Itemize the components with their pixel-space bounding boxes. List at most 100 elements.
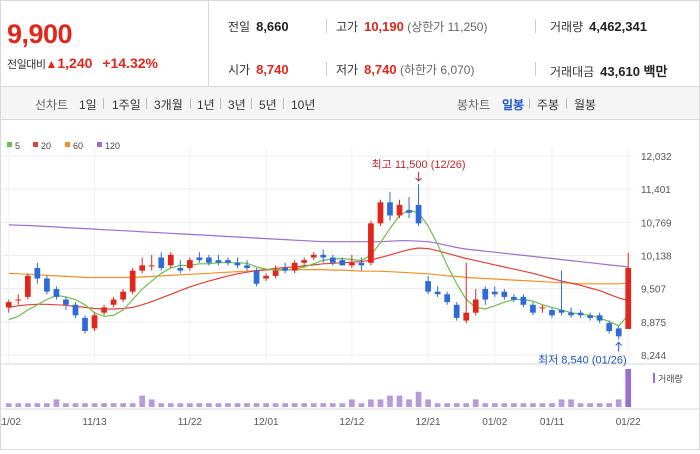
legend-label: 60 — [73, 141, 83, 151]
divider — [326, 62, 327, 76]
stat-label: 거래대금 — [550, 65, 595, 79]
candlestick-chart[interactable]: 12,032 11,401 10,769 10,138 9,507 8,875 8,244 1… — [0, 120, 699, 449]
tab-1w[interactable]: 1주일 — [112, 98, 141, 112]
high-arrow-icon — [415, 177, 422, 182]
stat-value: 8,660 — [256, 19, 289, 34]
candle — [272, 270, 279, 276]
volume-bar — [339, 403, 346, 407]
candle — [387, 202, 393, 216]
x-tick-label: 12/12 — [339, 417, 364, 428]
candle — [615, 328, 622, 337]
volume-bar — [63, 403, 69, 407]
volume-bar — [453, 403, 460, 407]
low-annotation: 최저 8,540 (01/26) — [538, 353, 627, 366]
stat-value: 43,610 백만 — [600, 64, 668, 79]
legend-swatch — [65, 142, 70, 147]
volume-bar — [301, 403, 308, 407]
volume-bar — [463, 403, 470, 407]
y-tick-label: 9,507 — [641, 285, 666, 296]
volume-bar — [101, 403, 107, 407]
candle — [606, 323, 613, 332]
stat-prev-close: 전일 8,660 — [228, 18, 289, 35]
volume-bar — [44, 403, 50, 407]
volume-bar — [167, 403, 174, 407]
candle — [253, 270, 260, 284]
candle — [129, 270, 136, 292]
price-change: 전일대비▲1,240 +14.32% — [7, 55, 158, 72]
tab-weekly[interactable]: 주봉 — [537, 98, 560, 112]
lower-limit: (하한가 6,070) — [399, 63, 475, 77]
tab-5y[interactable]: 5년 — [259, 98, 277, 112]
volume-bar — [530, 403, 536, 407]
candle — [310, 254, 317, 258]
volume-legend-label: 거래량 — [658, 373, 683, 384]
candle — [491, 291, 498, 295]
candle — [15, 299, 22, 301]
volume-bar — [72, 403, 79, 407]
volume-bar — [53, 399, 60, 407]
stats-panel: 전일 8,660 고가 10,190 (상한가 11,250) 거래량 4,462,3… — [210, 1, 699, 86]
divider — [535, 62, 536, 76]
candle — [530, 304, 536, 313]
candle — [520, 296, 527, 305]
y-tick-label: 10,138 — [641, 252, 672, 263]
candle — [301, 260, 308, 263]
volume-bar — [310, 403, 317, 407]
stat-low: 저가 8,740 (하한가 6,070) — [336, 61, 474, 78]
tab-3m[interactable]: 3개월 — [154, 98, 183, 112]
candle — [167, 254, 174, 266]
legend-swatch — [33, 142, 38, 147]
candle — [139, 265, 146, 271]
candle — [329, 257, 336, 263]
divider — [190, 98, 191, 109]
candle — [368, 223, 374, 263]
stat-volume: 거래량 4,462,341 — [550, 18, 647, 35]
candle — [406, 210, 412, 213]
volume-bar — [244, 403, 250, 407]
candle — [110, 299, 117, 305]
volume-bar — [615, 399, 622, 407]
volume-bar — [320, 403, 327, 407]
candle — [186, 260, 193, 269]
volume-bar — [272, 403, 279, 407]
divider — [535, 19, 536, 33]
stat-open: 시가 8,740 — [228, 61, 289, 78]
candle — [444, 294, 451, 303]
volume-bar — [606, 403, 613, 407]
tab-10y[interactable]: 10년 — [291, 98, 316, 112]
tab-3y[interactable]: 3년 — [228, 98, 246, 112]
y-tick-label: 11,401 — [641, 185, 671, 196]
volume-bar — [129, 403, 136, 407]
change-label: 전일대비 — [7, 59, 46, 71]
candle — [348, 262, 355, 266]
volume-bar — [434, 403, 441, 407]
y-tick-label: 8,244 — [641, 351, 666, 362]
volume-bar — [587, 403, 593, 407]
volume-bar — [501, 403, 508, 407]
tab-1d[interactable]: 1일 — [79, 98, 97, 112]
volume-bar — [15, 403, 22, 407]
candle — [358, 262, 365, 266]
stat-label: 전일 — [228, 20, 251, 34]
divider — [220, 98, 221, 109]
volume-bar — [491, 403, 498, 407]
candle — [425, 281, 431, 292]
candle — [558, 310, 565, 313]
volume-bar — [177, 403, 184, 407]
tab-1y[interactable]: 1년 — [197, 98, 215, 112]
candle — [206, 257, 212, 263]
stat-label: 저가 — [336, 63, 359, 77]
candle — [263, 275, 269, 279]
price-box: 9,900 전일대비▲1,240 +14.32% — [1, 1, 209, 86]
volume-bar — [520, 403, 527, 407]
period-tabs: 선차트 1일 1주일 3개월 1년 3년 5년 10년 봉차트 일봉 주봉 월봉 — [0, 87, 700, 120]
y-tick-label: 10,769 — [641, 218, 672, 229]
volume-bar — [206, 403, 212, 407]
candle — [577, 312, 584, 316]
tab-monthly[interactable]: 월봉 — [574, 98, 597, 112]
volume-bar — [82, 403, 88, 407]
x-tick-label: 12/01 — [254, 417, 279, 428]
candle — [34, 268, 41, 279]
tab-daily[interactable]: 일봉 — [502, 98, 525, 112]
volume-bar — [368, 399, 374, 407]
